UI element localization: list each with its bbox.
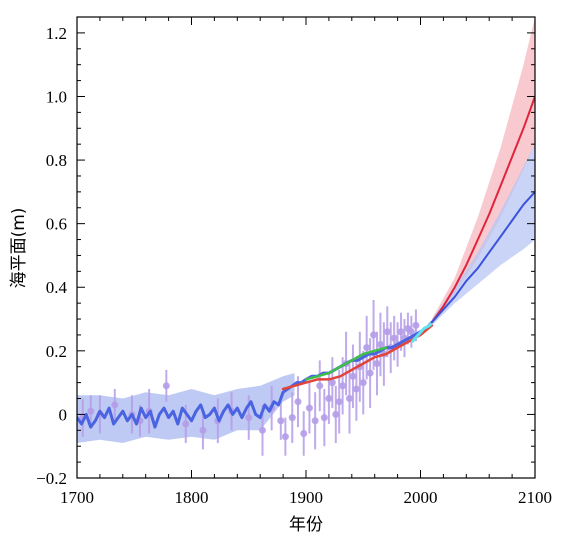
y-tick-label: 0 [59, 405, 68, 424]
data-point-30 [346, 395, 354, 403]
x-tick-label: 1700 [60, 488, 94, 507]
y-tick-label: 0.8 [46, 151, 67, 170]
data-point-27 [335, 398, 343, 406]
data-point-19 [300, 429, 308, 437]
data-point-49 [412, 321, 420, 329]
data-point-34 [359, 379, 367, 387]
y-axis-title: 海平面(m) [9, 208, 29, 289]
data-point-1 [87, 407, 95, 415]
data-point-9 [199, 426, 207, 434]
series-line-5 [411, 317, 437, 343]
data-point-45 [397, 328, 405, 336]
data-point-43 [390, 334, 398, 342]
data-point-21 [311, 417, 319, 425]
uncertainty-band-6 [431, 17, 535, 326]
data-point-12 [245, 414, 253, 422]
data-point-20 [305, 404, 313, 412]
y-tick-label: −0.2 [36, 469, 67, 488]
y-tick-label: 1.2 [46, 24, 67, 43]
x-axis-title: 年份 [289, 515, 323, 535]
data-point-23 [320, 414, 328, 422]
series-line-9 [430, 190, 535, 324]
data-point-31 [349, 372, 357, 380]
series-line-2 [77, 320, 434, 429]
data-point-37 [370, 331, 378, 339]
data-point-38 [373, 360, 381, 368]
data-point-32 [352, 385, 360, 393]
x-tick-label: 1800 [175, 488, 209, 507]
y-tick-label: 0.6 [46, 215, 67, 234]
data-point-22 [316, 382, 324, 390]
data-point-36 [366, 369, 374, 377]
x-tick-label: 2000 [404, 488, 438, 507]
axis-ticks: 1700 1800 1900 2000 2100 −0.2 0 0.2 0.4 0.6 0.8 1.0… [36, 16, 552, 507]
data-point-16 [281, 433, 289, 441]
data-point-18 [294, 398, 302, 406]
x-tick-label: 2100 [518, 488, 552, 507]
data-point-41 [383, 328, 391, 336]
y-tick-label: 0.2 [46, 342, 67, 361]
y-tick-label: 1.0 [46, 87, 67, 106]
series-line-8 [430, 95, 535, 324]
data-point-17 [288, 414, 296, 422]
data-point-25 [328, 379, 336, 387]
series-line-3 [281, 324, 434, 391]
data-point-15 [277, 417, 285, 425]
y-tick-label: 0.4 [46, 278, 68, 297]
data-point-8 [182, 420, 190, 428]
plot-area [77, 17, 535, 456]
data-point-39 [376, 340, 384, 348]
series-line-4 [304, 346, 388, 381]
data-point-13 [258, 426, 266, 434]
data-point-3 [111, 401, 119, 409]
data-point-7 [162, 382, 170, 390]
data-point-26 [332, 410, 340, 418]
data-point-24 [325, 395, 333, 403]
data-point-35 [363, 344, 371, 352]
x-tick-label: 1900 [289, 488, 323, 507]
data-point-48 [407, 328, 415, 336]
data-point-28 [339, 382, 347, 390]
